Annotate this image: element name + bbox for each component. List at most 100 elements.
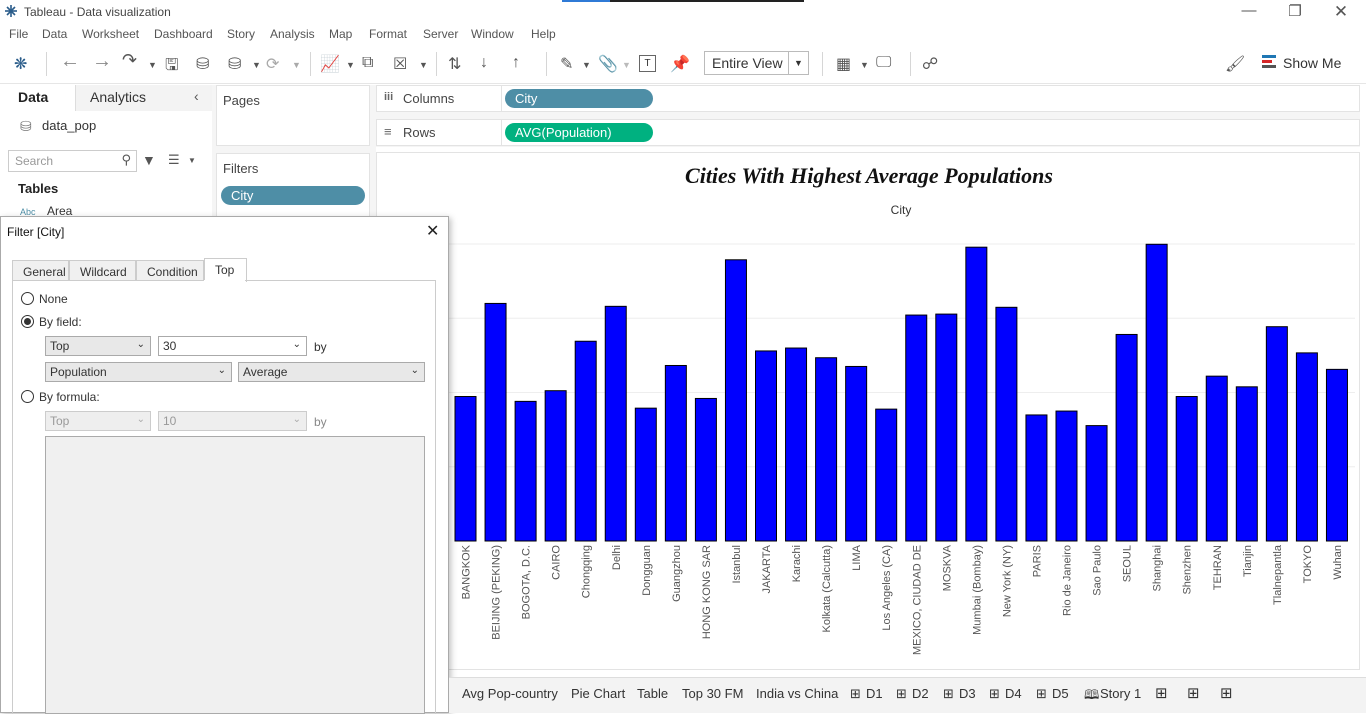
bar[interactable] — [1085, 425, 1108, 542]
sheet-tab-table[interactable]: Table — [637, 686, 669, 701]
save-icon[interactable]: 🖫 — [165, 57, 179, 74]
bar[interactable] — [1295, 352, 1318, 542]
restore-icon[interactable]: ❐ — [1288, 3, 1302, 20]
bar[interactable] — [1205, 375, 1228, 542]
dashboard-tab-d4[interactable]: D4 — [1005, 686, 1022, 701]
show-labels-icon[interactable]: T — [639, 55, 656, 72]
search-input[interactable]: Search ⚲ — [8, 150, 137, 172]
cards-icon[interactable]: ▦ — [836, 56, 852, 73]
clear-sheet-icon[interactable]: ☒ — [393, 56, 408, 73]
group-paperclip-icon[interactable]: 📎 — [598, 56, 618, 73]
aggregation-select[interactable]: Average ⌄ — [238, 362, 425, 382]
bar[interactable] — [1025, 414, 1048, 542]
view-size-select[interactable]: Entire View ▼ — [704, 51, 809, 75]
tab-analytics[interactable]: Analytics — [90, 89, 147, 105]
collapse-chevron-icon[interactable]: ‹ — [194, 88, 199, 104]
format-paint-icon[interactable]: 🖌 — [1225, 56, 1246, 73]
pause-updates-icon[interactable]: ⛁ — [228, 56, 242, 73]
bar[interactable] — [1235, 386, 1258, 542]
bar[interactable] — [1175, 396, 1198, 542]
bar[interactable] — [755, 350, 777, 542]
bar[interactable] — [1265, 326, 1288, 542]
rows-pill-avg-population[interactable]: AVG(Population) — [505, 123, 653, 142]
columns-shelf[interactable]: iii Columns City — [376, 85, 1360, 112]
close-dialog-icon[interactable]: ✕ — [426, 223, 440, 240]
bar[interactable] — [965, 246, 988, 542]
radio-by-field[interactable] — [21, 315, 34, 328]
pages-shelf[interactable]: Pages — [216, 85, 370, 146]
bar[interactable] — [454, 396, 477, 542]
chevron-down-icon[interactable]: ▼ — [252, 60, 261, 70]
bar[interactable] — [604, 305, 627, 542]
close-window-icon[interactable]: ✕ — [1333, 2, 1349, 21]
datasource-name[interactable]: data_pop — [42, 118, 97, 133]
sort-ascending-icon[interactable]: ↓ — [480, 54, 488, 71]
redo-icon[interactable]: → — [92, 50, 112, 72]
bar[interactable] — [514, 400, 537, 542]
minimize-icon[interactable]: — — [1241, 2, 1257, 19]
new-story-icon[interactable]: ⊞ — [1220, 685, 1233, 702]
radio-by-formula[interactable] — [21, 390, 34, 403]
fix-axes-pin-icon[interactable]: 📌 — [670, 56, 690, 73]
bar[interactable] — [1115, 333, 1138, 542]
menu-story[interactable]: Story — [227, 27, 256, 41]
bar-chart[interactable]: BANGKOK BEIJING (PEKING) BOGOTA, D.C. CAIRO… — [377, 153, 1361, 671]
sheet-tab-india-vs-china[interactable]: India vs China — [756, 686, 839, 701]
undo-icon[interactable]: ← — [60, 50, 80, 72]
bar[interactable] — [724, 259, 747, 542]
bar[interactable] — [815, 357, 838, 542]
new-worksheet-icon[interactable]: 📈 — [320, 56, 340, 73]
bar[interactable] — [845, 365, 868, 542]
rows-shelf[interactable]: ≡ Rows AVG(Population) — [376, 119, 1360, 146]
swap-axes-icon[interactable]: ⇅ — [448, 56, 462, 73]
columns-pill-city[interactable]: City — [505, 89, 653, 108]
show-me-button[interactable]: Show Me — [1262, 55, 1362, 75]
top-bottom-select[interactable]: Top ⌄ — [45, 336, 151, 356]
dashboard-tab-d2[interactable]: D2 — [912, 686, 929, 701]
menu-map[interactable]: Map — [329, 27, 353, 41]
menu-server[interactable]: Server — [423, 27, 459, 41]
duplicate-sheet-icon[interactable]: ⧉ — [362, 54, 374, 71]
radio-none[interactable] — [21, 292, 34, 305]
sort-descending-icon[interactable]: ↑ — [512, 54, 520, 71]
share-icon[interactable]: ☍ — [922, 56, 939, 73]
refresh-icon[interactable]: ⟳ — [266, 56, 280, 73]
tableau-home-icon[interactable]: ❋ — [14, 56, 28, 73]
chevron-down-icon[interactable]: ▼ — [419, 60, 428, 70]
bar[interactable] — [905, 314, 928, 542]
bar[interactable] — [935, 313, 958, 542]
filter-pill-city[interactable]: City — [221, 186, 365, 205]
new-worksheet-icon[interactable]: ⊞ — [1155, 685, 1168, 702]
menu-worksheet[interactable]: Worksheet — [82, 27, 140, 41]
field-area[interactable]: Area — [47, 204, 73, 218]
chevron-down-icon[interactable]: ▼ — [148, 60, 157, 70]
filter-funnel-icon[interactable]: ▼ — [142, 152, 156, 168]
tab-general[interactable]: General — [12, 260, 69, 281]
tab-wildcard[interactable]: Wildcard — [69, 260, 136, 281]
menu-analysis[interactable]: Analysis — [270, 27, 315, 41]
new-dashboard-icon[interactable]: ⊞ — [1187, 685, 1200, 702]
highlight-icon[interactable]: ✎ — [560, 56, 574, 73]
dashboard-tab-d1[interactable]: D1 — [866, 686, 883, 701]
sheet-tab-pie-chart[interactable]: Pie Chart — [571, 686, 626, 701]
bar[interactable] — [634, 407, 657, 542]
bar[interactable] — [544, 390, 567, 542]
field-select[interactable]: Population ⌄ — [45, 362, 232, 382]
bar[interactable] — [574, 340, 597, 542]
filters-shelf[interactable]: Filters City — [216, 153, 370, 223]
chevron-down-icon[interactable]: ▼ — [292, 60, 301, 70]
sheet-tab-avg-pop-country[interactable]: Avg Pop-country — [462, 686, 558, 701]
bar[interactable] — [785, 347, 808, 542]
presentation-mode-icon[interactable]: 🖵 — [876, 54, 892, 71]
tab-data[interactable]: Data — [18, 89, 49, 105]
menu-file[interactable]: File — [9, 27, 29, 41]
replay-icon[interactable]: ↷ — [122, 50, 138, 70]
bar[interactable] — [1145, 243, 1168, 542]
menu-window[interactable]: Window — [471, 27, 514, 41]
bar[interactable] — [1325, 368, 1348, 542]
chevron-down-icon[interactable]: ▼ — [622, 60, 631, 70]
new-datasource-icon[interactable]: ⛁ — [196, 56, 210, 73]
bar[interactable] — [1055, 410, 1078, 542]
bar[interactable] — [694, 397, 717, 542]
menu-help[interactable]: Help — [531, 27, 556, 41]
